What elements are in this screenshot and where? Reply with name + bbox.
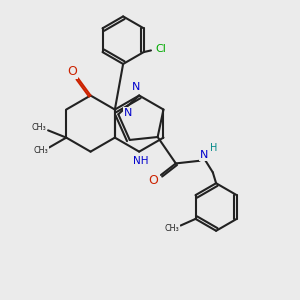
Text: CH₃: CH₃ <box>33 146 48 155</box>
Text: Cl: Cl <box>155 44 166 54</box>
Text: O: O <box>67 64 77 78</box>
Text: CH₃: CH₃ <box>32 123 46 132</box>
Text: N: N <box>132 82 141 92</box>
Text: H: H <box>210 143 217 153</box>
Text: N: N <box>200 150 209 160</box>
Text: CH₃: CH₃ <box>164 224 179 233</box>
Text: O: O <box>149 174 159 188</box>
Text: N: N <box>124 108 133 118</box>
Text: NH: NH <box>133 156 148 166</box>
